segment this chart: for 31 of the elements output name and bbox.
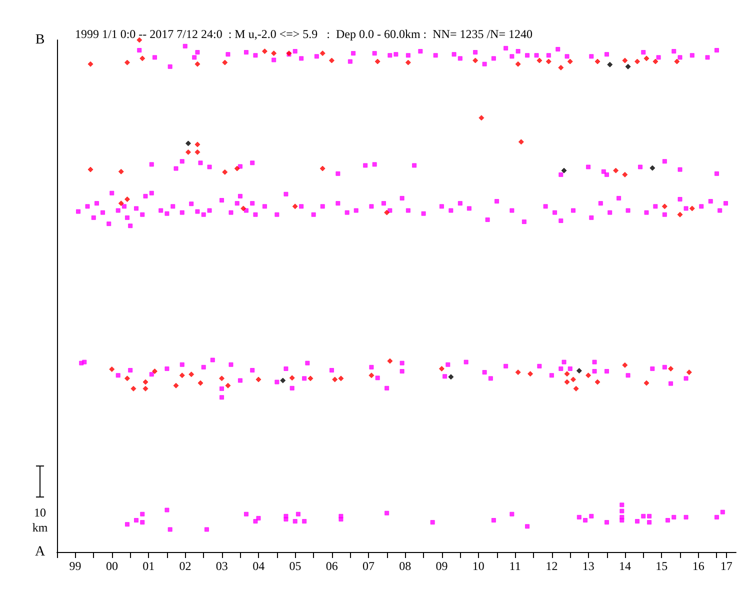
x-tick-label: 06 — [326, 559, 338, 573]
x-tick-label: 11 — [509, 559, 521, 573]
point — [280, 378, 286, 384]
x-tick-label: 02 — [179, 559, 192, 573]
text: 10 km — [32, 506, 48, 534]
point — [561, 168, 567, 174]
x-tick-label: 03 — [216, 559, 228, 573]
point — [625, 64, 631, 70]
x-tick-label: 08 — [399, 559, 412, 573]
text: A — [34, 544, 46, 560]
text: B — [35, 32, 45, 48]
point — [607, 62, 613, 68]
point — [185, 140, 191, 146]
point — [448, 374, 454, 380]
x-tick-label: 14 — [619, 559, 632, 573]
x-tick-label: 09 — [436, 559, 448, 573]
x-tick-label: 05 — [289, 559, 302, 573]
x-tick-label: 13 — [582, 559, 594, 573]
x-tick-label: 17 — [720, 559, 732, 573]
x-tick-label: 04 — [252, 559, 265, 573]
x-tick-label: 99 — [69, 559, 82, 573]
x-tick-label: 00 — [106, 559, 118, 573]
x-tick-label: 12 — [546, 559, 558, 573]
point — [576, 368, 582, 374]
x-tick-label: 15 — [656, 559, 668, 573]
x-tick-label: 16 — [692, 559, 704, 573]
x-tick-label: 01 — [142, 559, 155, 573]
x-tick-label: 07 — [362, 559, 374, 573]
point — [650, 165, 656, 171]
chart-title: 1999 1/1 0:0 -- 2017 7/12 24:0 : M u,-2.0 <=> 5.9 : Dep 0.0 - 60.0km : NN= 1235 /N= 1240 — [75, 27, 532, 41]
x-tick-label: 10 — [472, 559, 484, 573]
